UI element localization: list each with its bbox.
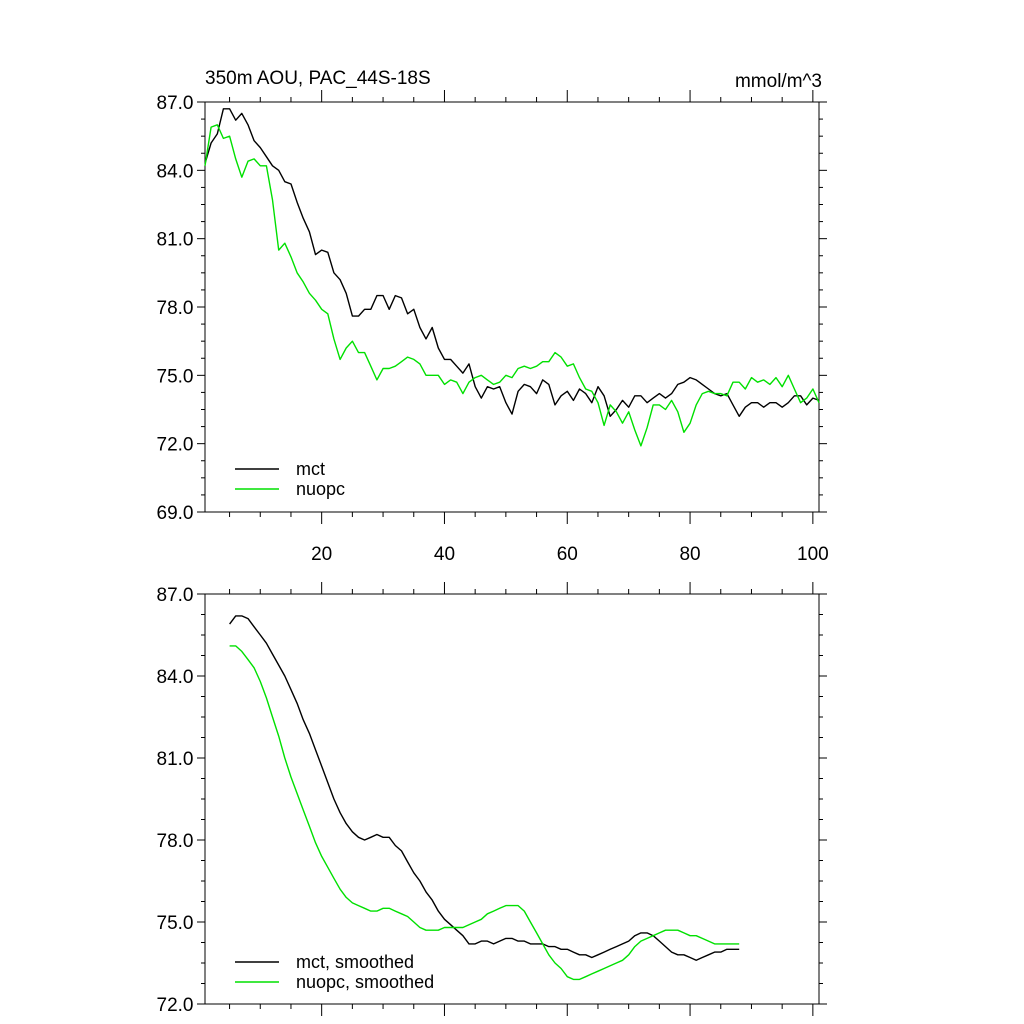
y-tick-label: 72.0 xyxy=(157,435,194,456)
legend-label: mct, smoothed xyxy=(296,952,414,972)
y-tick-label: 78.0 xyxy=(157,831,194,852)
panel-smoothed: 72.0 75.0 78.0 81.0 84.0 87.0 mct, smoothednu… xyxy=(157,582,827,1016)
x-tick-label: 80 xyxy=(679,544,700,565)
series-line-1 xyxy=(204,124,820,447)
y-tick-label: 87.0 xyxy=(157,585,194,606)
legend-label: nuopc, smoothed xyxy=(296,972,434,992)
y-tick-label: 75.0 xyxy=(157,366,194,387)
plot-frame xyxy=(204,101,820,513)
series-line-1 xyxy=(229,645,740,981)
y-tick-label: 81.0 xyxy=(157,230,194,251)
x-tick-label: 20 xyxy=(311,544,332,565)
y-tick-label: 78.0 xyxy=(157,298,194,319)
y-tick-label: 87.0 xyxy=(157,93,194,114)
x-tick-label: 40 xyxy=(434,544,455,565)
units-label: mmol/m^3 xyxy=(735,71,822,92)
y-tick-label: 72.0 xyxy=(157,995,194,1016)
series-line-0 xyxy=(229,615,740,961)
series-lines xyxy=(229,615,740,981)
axis-ticks xyxy=(197,582,827,1016)
y-tick-label: 75.0 xyxy=(157,913,194,934)
series-line-0 xyxy=(204,108,820,417)
legend-label: mct xyxy=(296,459,325,479)
series-lines xyxy=(204,108,820,447)
x-tick-labels: 20 40 60 80 100 xyxy=(311,544,829,565)
y-tick-label: 69.0 xyxy=(157,503,194,524)
y-tick-label: 81.0 xyxy=(157,749,194,770)
y-tick-label: 84.0 xyxy=(157,667,194,688)
legend-label: nuopc xyxy=(296,479,345,499)
x-tick-label: 100 xyxy=(797,544,829,565)
chart-title: 350m AOU, PAC_44S-18S xyxy=(205,68,431,89)
y-tick-labels: 69.0 72.0 75.0 78.0 81.0 84.0 87.0 xyxy=(157,93,194,524)
y-tick-label: 84.0 xyxy=(157,161,194,182)
axis-ticks xyxy=(197,90,827,524)
plot-frame xyxy=(204,593,820,1005)
y-tick-labels: 72.0 75.0 78.0 81.0 84.0 87.0 xyxy=(157,585,194,1016)
x-tick-label: 60 xyxy=(557,544,578,565)
panel-raw: 350m AOU, PAC_44S-18S mmol/m^3 69.0 72.0 7… xyxy=(157,68,829,565)
